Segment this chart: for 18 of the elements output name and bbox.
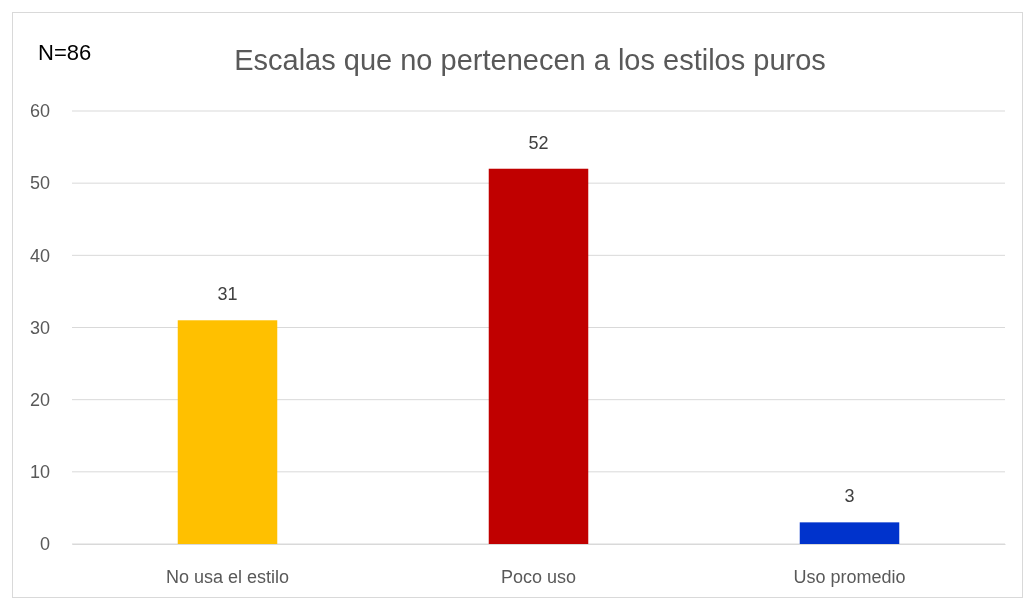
x-tick-label: Poco uso — [500, 566, 577, 587]
bar — [177, 320, 278, 544]
y-tick-label: 0 — [39, 534, 50, 555]
x-tick-label: No usa el estilo — [165, 566, 290, 587]
y-tick-label: 40 — [29, 245, 50, 266]
y-tick-label: 50 — [29, 173, 50, 194]
y-tick-label: 20 — [29, 389, 50, 410]
y-tick-label: 10 — [29, 462, 50, 483]
data-label: 31 — [217, 284, 238, 305]
y-tick-label: 30 — [29, 317, 50, 338]
chart-title: Escalas que no pertenecen a los estilos puros — [234, 44, 826, 76]
text: N=86 — [38, 40, 92, 65]
data-label: 52 — [528, 132, 549, 153]
data-label: 3 — [844, 486, 855, 507]
bar — [799, 522, 900, 544]
y-tick-label: 60 — [29, 101, 50, 122]
x-tick-label: Uso promedio — [793, 566, 906, 587]
bar — [488, 168, 589, 544]
